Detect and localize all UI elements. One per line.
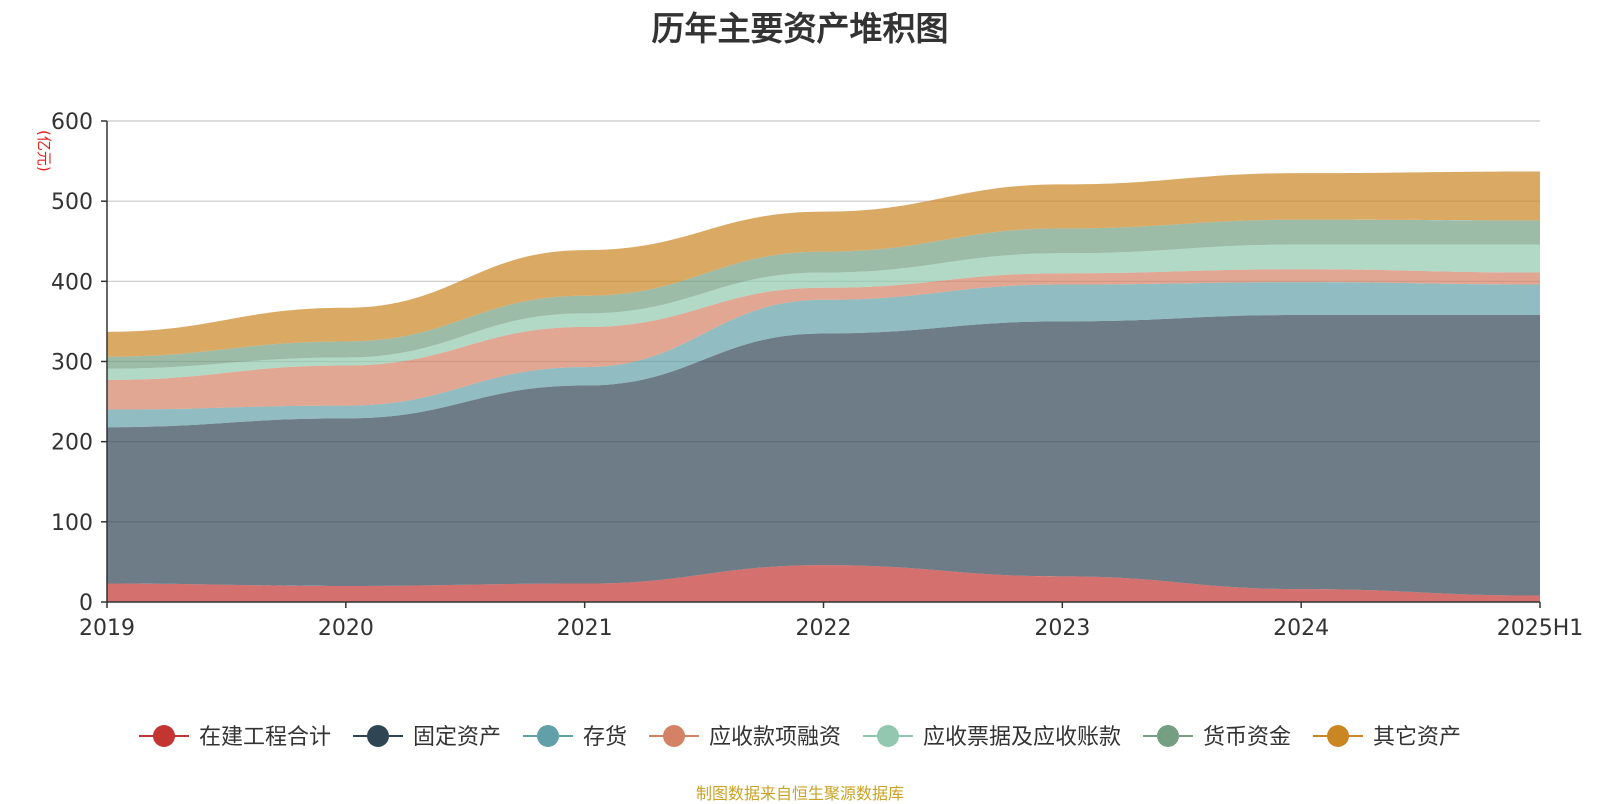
legend-item-1[interactable]: 固定资产 [353, 725, 501, 750]
area-4 [107, 244, 1540, 380]
x-tick-label: 2021 [557, 616, 613, 641]
y-tick-label: 400 [51, 270, 93, 295]
legend-marker [663, 725, 685, 747]
x-tick-label: 2020 [318, 616, 374, 641]
legend-marker [153, 725, 175, 747]
y-tick-label: 100 [51, 511, 93, 536]
y-unit-label: (亿元) [35, 130, 53, 172]
area-3 [107, 269, 1540, 410]
y-tick-label: 600 [51, 110, 93, 135]
legend-item-2[interactable]: 存货 [523, 725, 627, 750]
x-tick-label: 2025H1 [1497, 616, 1584, 641]
source-note: 制图数据来自恒生聚源数据库 [695, 784, 904, 803]
legend-label: 固定资产 [413, 725, 501, 750]
legend-label: 应收票据及应收账款 [923, 725, 1121, 750]
legend-label: 在建工程合计 [199, 725, 331, 750]
legend-marker [877, 725, 899, 747]
legend[interactable]: 在建工程合计 固定资产 存货 应收款项融资 应收票据及应收账款 货币资金 其它资产 [139, 725, 1461, 750]
legend-item-4[interactable]: 应收票据及应收账款 [863, 725, 1121, 750]
area-0 [107, 565, 1540, 602]
legend-marker [537, 725, 559, 747]
area-5 [107, 219, 1540, 369]
axes: 0 100 200 300 400 500 600 2019 2020 2021 2022 2023 2… [35, 110, 1583, 641]
x-tick-label: 2019 [79, 616, 135, 641]
legend-item-5[interactable]: 货币资金 [1143, 725, 1291, 750]
x-tick-label: 2024 [1273, 616, 1329, 641]
legend-item-0[interactable]: 在建工程合计 [139, 725, 331, 750]
legend-marker [367, 725, 389, 747]
x-tick-label: 2023 [1034, 616, 1090, 641]
area-2 [107, 282, 1540, 428]
area-1 [107, 315, 1540, 596]
area-series [107, 171, 1540, 602]
legend-item-3[interactable]: 应收款项融资 [649, 725, 841, 750]
legend-label: 存货 [583, 725, 627, 750]
legend-marker [1157, 725, 1179, 747]
stacked-area-chart: 0 100 200 300 400 500 600 2019 2020 2021 2022 2023 2… [35, 110, 1583, 750]
y-tick-label: 200 [51, 431, 93, 456]
chart-title: 历年主要资产堆积图 [651, 9, 949, 48]
y-tick-label: 500 [51, 190, 93, 215]
x-tick-label: 2022 [796, 616, 852, 641]
legend-label: 应收款项融资 [709, 725, 841, 750]
legend-item-6[interactable]: 其它资产 [1313, 725, 1461, 750]
y-tick-label: 300 [51, 351, 93, 376]
legend-label: 其它资产 [1373, 725, 1461, 750]
y-tick-label: 0 [79, 591, 93, 616]
area-6 [107, 171, 1540, 357]
legend-marker [1327, 725, 1349, 747]
legend-label: 货币资金 [1203, 725, 1291, 750]
